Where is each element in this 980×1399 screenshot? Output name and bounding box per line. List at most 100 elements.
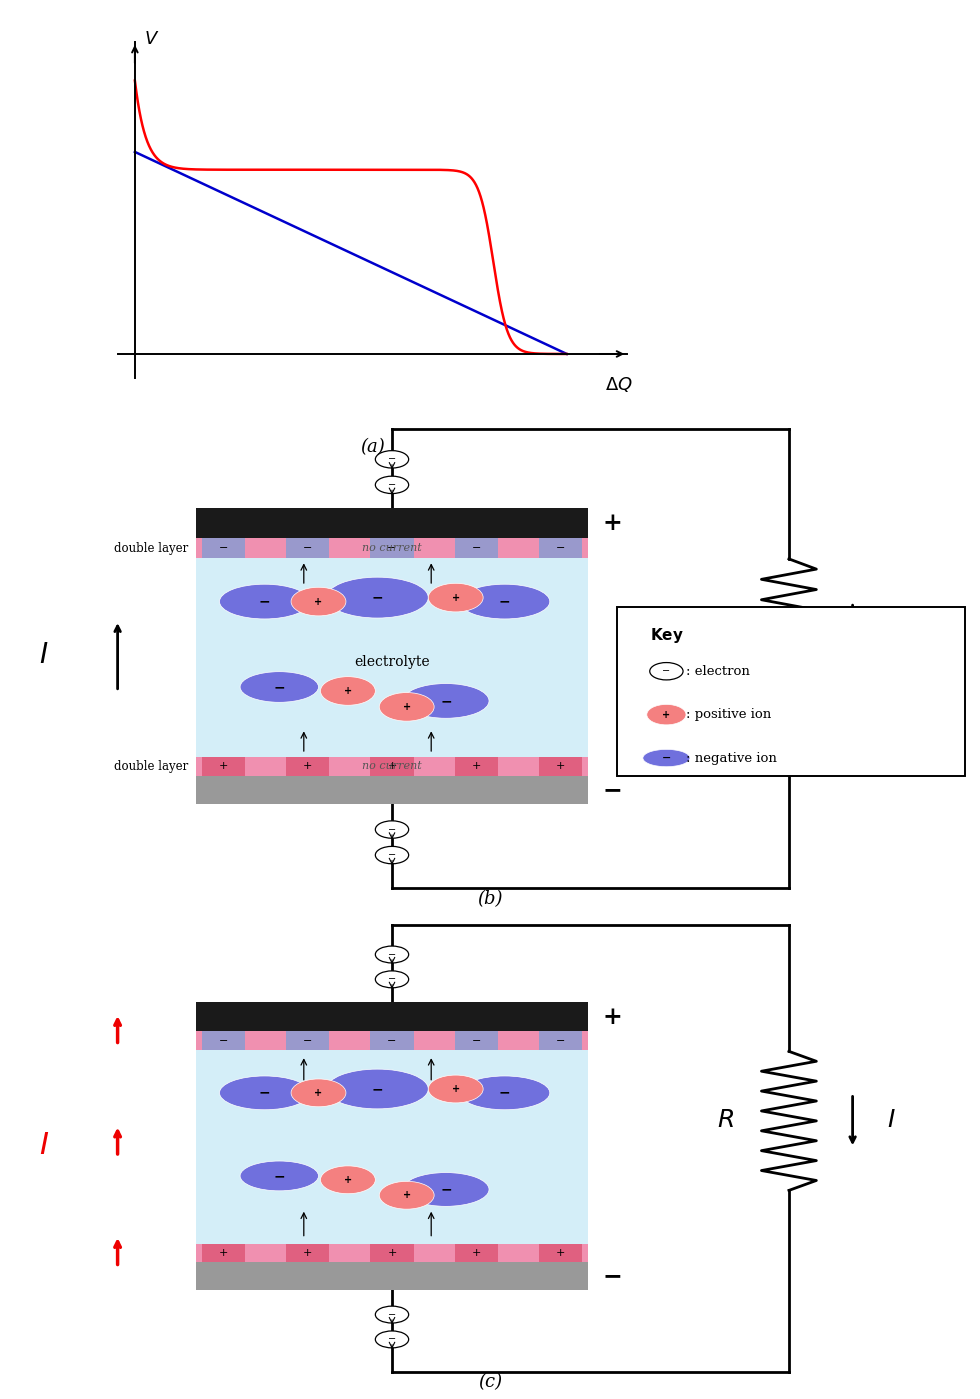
- Circle shape: [375, 450, 409, 469]
- Bar: [286, 757, 329, 776]
- Text: +: +: [471, 1248, 481, 1258]
- Bar: [196, 508, 588, 804]
- Circle shape: [375, 971, 409, 988]
- Bar: [196, 1031, 588, 1051]
- Text: −: −: [556, 543, 565, 553]
- Text: $R$: $R$: [716, 618, 734, 642]
- Text: −: −: [388, 950, 396, 960]
- Circle shape: [320, 1165, 375, 1193]
- Circle shape: [375, 1307, 409, 1323]
- Ellipse shape: [460, 585, 550, 618]
- Text: +: +: [387, 1248, 397, 1258]
- Text: +: +: [603, 1004, 622, 1028]
- Text: −: −: [388, 480, 396, 490]
- Text: −: −: [387, 543, 397, 553]
- Bar: [455, 757, 498, 776]
- Text: −: −: [371, 1081, 383, 1095]
- Ellipse shape: [220, 585, 310, 618]
- Ellipse shape: [460, 1076, 550, 1109]
- Bar: [196, 1002, 588, 1290]
- Text: +: +: [315, 1088, 322, 1098]
- Circle shape: [375, 476, 409, 494]
- Text: +: +: [219, 1248, 228, 1258]
- Bar: [370, 1244, 414, 1262]
- Text: −: −: [259, 1086, 270, 1100]
- Text: −: −: [388, 974, 396, 985]
- Text: $\mathbf{Key}$: $\mathbf{Key}$: [650, 625, 683, 645]
- Text: −: −: [499, 1086, 511, 1100]
- Bar: [539, 539, 582, 558]
- Bar: [202, 1031, 245, 1051]
- Circle shape: [291, 1079, 346, 1107]
- Bar: [455, 1031, 498, 1051]
- Text: −: −: [388, 1335, 396, 1344]
- Bar: [286, 539, 329, 558]
- Text: −: −: [440, 1182, 452, 1196]
- Text: −: −: [440, 694, 452, 708]
- Text: +: +: [452, 593, 460, 603]
- Bar: [455, 1244, 498, 1262]
- Bar: [196, 776, 588, 804]
- Text: $R$: $R$: [716, 1109, 734, 1132]
- Text: (a): (a): [360, 438, 385, 456]
- Bar: [202, 1244, 245, 1262]
- Text: −: −: [388, 455, 396, 464]
- Bar: [370, 757, 414, 776]
- Text: +: +: [315, 596, 322, 607]
- Circle shape: [291, 588, 346, 616]
- Circle shape: [428, 583, 483, 611]
- Text: no current: no current: [363, 761, 421, 771]
- Text: : positive ion: : positive ion: [686, 708, 771, 720]
- Text: +: +: [556, 1248, 565, 1258]
- Text: +: +: [344, 1175, 352, 1185]
- Text: +: +: [219, 761, 228, 771]
- Circle shape: [379, 693, 434, 720]
- Bar: [286, 1031, 329, 1051]
- Text: −: −: [273, 1170, 285, 1184]
- Text: $\Delta Q$: $\Delta Q$: [605, 375, 632, 393]
- Text: −: −: [303, 543, 313, 553]
- Text: −: −: [219, 543, 228, 553]
- Text: $I$: $I$: [888, 1109, 896, 1132]
- Circle shape: [428, 1074, 483, 1102]
- Text: −: −: [471, 543, 481, 553]
- Bar: [196, 539, 588, 558]
- Circle shape: [650, 663, 683, 680]
- Text: −: −: [556, 1035, 565, 1046]
- Circle shape: [320, 677, 375, 705]
- Bar: [202, 757, 245, 776]
- Ellipse shape: [326, 578, 428, 618]
- Text: (b): (b): [477, 890, 503, 908]
- Text: −: −: [273, 680, 285, 694]
- Bar: [370, 539, 414, 558]
- Text: −: −: [662, 753, 671, 762]
- Text: −: −: [371, 590, 383, 604]
- Text: $I$: $I$: [39, 1130, 49, 1161]
- Text: −: −: [219, 1035, 228, 1046]
- Ellipse shape: [240, 672, 318, 702]
- Circle shape: [379, 1181, 434, 1209]
- Text: double layer: double layer: [114, 760, 188, 772]
- Bar: [196, 1002, 588, 1031]
- Ellipse shape: [403, 684, 489, 718]
- Text: no current: no current: [363, 543, 421, 553]
- Circle shape: [647, 705, 686, 725]
- Bar: [370, 1031, 414, 1051]
- Text: +: +: [403, 702, 411, 712]
- Circle shape: [375, 821, 409, 838]
- Bar: [196, 1262, 588, 1290]
- Text: +: +: [452, 1084, 460, 1094]
- Text: electrolyte: electrolyte: [354, 655, 430, 669]
- Text: +: +: [471, 761, 481, 771]
- Text: +: +: [387, 761, 397, 771]
- Text: −: −: [388, 851, 396, 860]
- Bar: [539, 1244, 582, 1262]
- Text: $I$: $I$: [888, 618, 896, 642]
- Text: −: −: [603, 778, 622, 802]
- Circle shape: [375, 846, 409, 863]
- Text: +: +: [662, 709, 670, 719]
- Text: (c): (c): [478, 1372, 502, 1391]
- Text: −: −: [303, 1035, 313, 1046]
- Ellipse shape: [326, 1069, 428, 1109]
- Text: +: +: [303, 1248, 313, 1258]
